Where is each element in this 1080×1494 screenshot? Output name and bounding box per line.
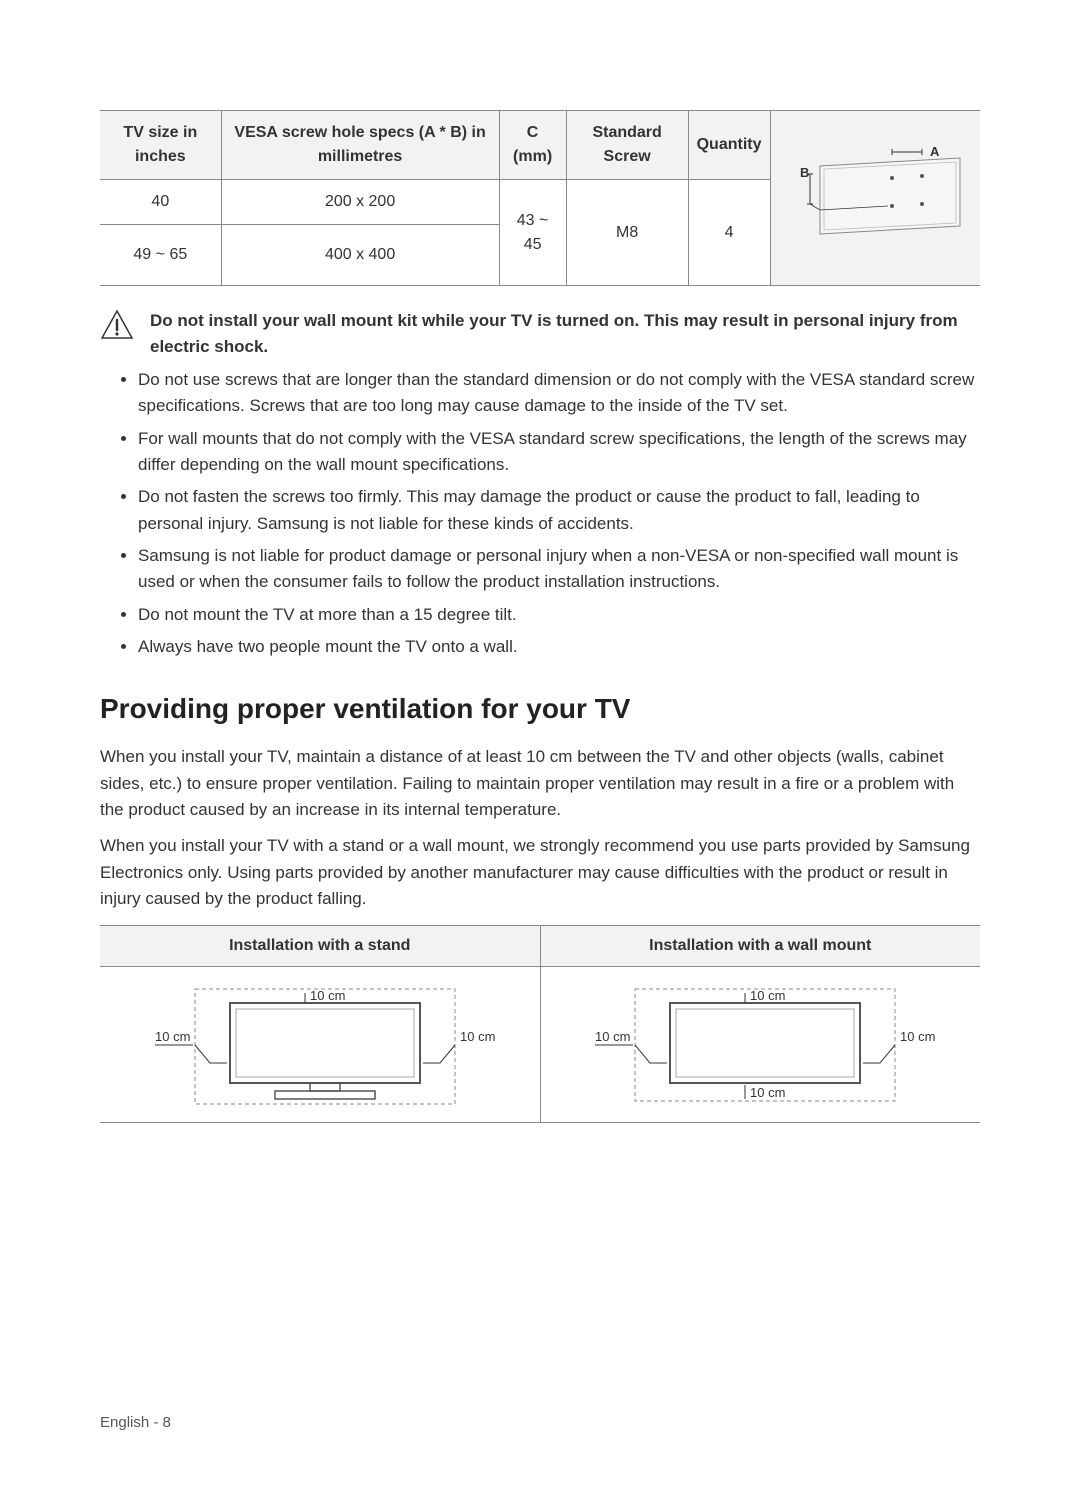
ventilation-para-1: When you install your TV, maintain a dis… [100,744,980,823]
bullet-5: Always have two people mount the TV onto… [138,634,980,660]
svg-text:10 cm: 10 cm [750,988,785,1003]
bullet-2: Do not fasten the screws too firmly. Thi… [138,484,980,537]
install-wall-diagram-icon: 10 cm 10 cm 10 cm 10 cm [555,971,965,1111]
install-stand-diagram-icon: 10 cm 10 cm 10 cm [115,971,525,1111]
vesa-diagram-cell: A B [770,111,980,286]
cell-qty: 4 [688,180,770,286]
svg-text:10 cm: 10 cm [310,988,345,1003]
ventilation-para-2: When you install your TV with a stand or… [100,833,980,912]
ventilation-heading: Providing proper ventilation for your TV [100,688,980,730]
install-stand-cell: 10 cm 10 cm 10 cm [100,966,540,1123]
install-table: Installation with a stand Installation w… [100,925,980,1124]
svg-text:10 cm: 10 cm [750,1085,785,1100]
bullet-0: Do not use screws that are longer than t… [138,367,980,420]
th-vesa: VESA screw hole specs (A * B) in millime… [221,111,499,180]
cell-size-0: 40 [100,180,221,225]
label-b: B [800,165,809,180]
svg-text:10 cm: 10 cm [595,1029,630,1044]
cell-std-screw: M8 [566,180,688,286]
cell-vesa-1: 400 x 400 [221,225,499,286]
bullet-1: For wall mounts that do not comply with … [138,426,980,479]
install-header-wall: Installation with a wall mount [540,925,980,966]
th-std-screw: Standard Screw [566,111,688,180]
cell-size-1: 49 ~ 65 [100,225,221,286]
label-a: A [930,144,940,159]
cell-vesa-0: 200 x 200 [221,180,499,225]
th-qty: Quantity [688,111,770,180]
svg-text:10 cm: 10 cm [460,1029,495,1044]
page-footer: English - 8 [100,1412,171,1435]
warning-icon [100,308,134,350]
cell-c-mm: 43 ~ 45 [499,180,566,286]
warning-block: Do not install your wall mount kit while… [100,308,980,359]
svg-text:10 cm: 10 cm [900,1029,935,1044]
bullet-4: Do not mount the TV at more than a 15 de… [138,602,980,628]
th-tv-size: TV size in inches [100,111,221,180]
install-wall-cell: 10 cm 10 cm 10 cm 10 cm [540,966,980,1123]
warning-bullets: Do not use screws that are longer than t… [100,367,980,660]
install-header-stand: Installation with a stand [100,925,540,966]
vesa-diagram-icon: A B [780,144,970,244]
warning-text: Do not install your wall mount kit while… [150,308,980,359]
bullet-3: Samsung is not liable for product damage… [138,543,980,596]
spec-table: TV size in inches VESA screw hole specs … [100,110,980,286]
svg-text:10 cm: 10 cm [155,1029,190,1044]
th-c-mm: C (mm) [499,111,566,180]
